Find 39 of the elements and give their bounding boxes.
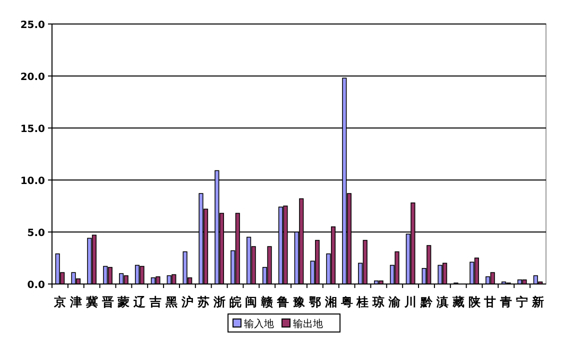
x-tick-label: 蒙	[116, 295, 130, 309]
x-tick-label: 陕	[468, 295, 482, 309]
y-tick-label: 15.0	[20, 124, 46, 135]
x-tick-label: 浙	[212, 295, 226, 309]
x-tick-label: 苏	[196, 295, 210, 309]
y-tick-label: 0.0	[27, 280, 46, 291]
x-tick-label: 新	[531, 295, 544, 309]
x-tick-label: 豫	[293, 295, 306, 309]
x-tick-label: 皖	[229, 295, 242, 309]
x-tick-label: 渝	[388, 295, 402, 309]
x-tick-label: 津	[68, 295, 82, 309]
x-tick-label: 川	[404, 295, 417, 309]
x-tick-label: 青	[499, 295, 512, 309]
x-tick-label: 藏	[451, 295, 464, 309]
x-tick-label: 粤	[340, 295, 353, 309]
x-tick-label: 赣	[260, 295, 274, 309]
y-tick-label: 25.0	[20, 20, 46, 31]
x-tick-label: 滇	[435, 295, 448, 309]
x-tick-label: 黔	[419, 295, 434, 309]
y-tick-label: 5.0	[27, 228, 46, 239]
x-tick-label: 桂	[356, 295, 369, 309]
x-tick-label: 宁	[516, 295, 528, 309]
x-tick-label: 京	[52, 295, 66, 309]
x-tick-label: 琼	[372, 295, 385, 309]
x-tick-label: 黑	[164, 295, 178, 309]
legend-label: 输入地	[244, 318, 274, 330]
legend-label: 输出地	[293, 318, 323, 330]
y-tick-label: 10.0	[20, 176, 46, 187]
x-tick-label: 闽	[245, 295, 258, 309]
x-tick-label: 鄂	[308, 295, 321, 309]
x-tick-label: 冀	[84, 295, 98, 309]
x-tick-label: 鲁	[276, 295, 290, 309]
x-tick-label: 湘	[324, 295, 337, 309]
y-tick-label: 20.0	[20, 72, 46, 83]
x-tick-label: 甘	[483, 295, 496, 309]
x-tick-label: 辽	[132, 295, 147, 309]
x-tick-label: 吉	[148, 295, 162, 309]
x-tick-label: 沪	[180, 295, 194, 309]
x-tick-label: 晋	[100, 295, 114, 309]
